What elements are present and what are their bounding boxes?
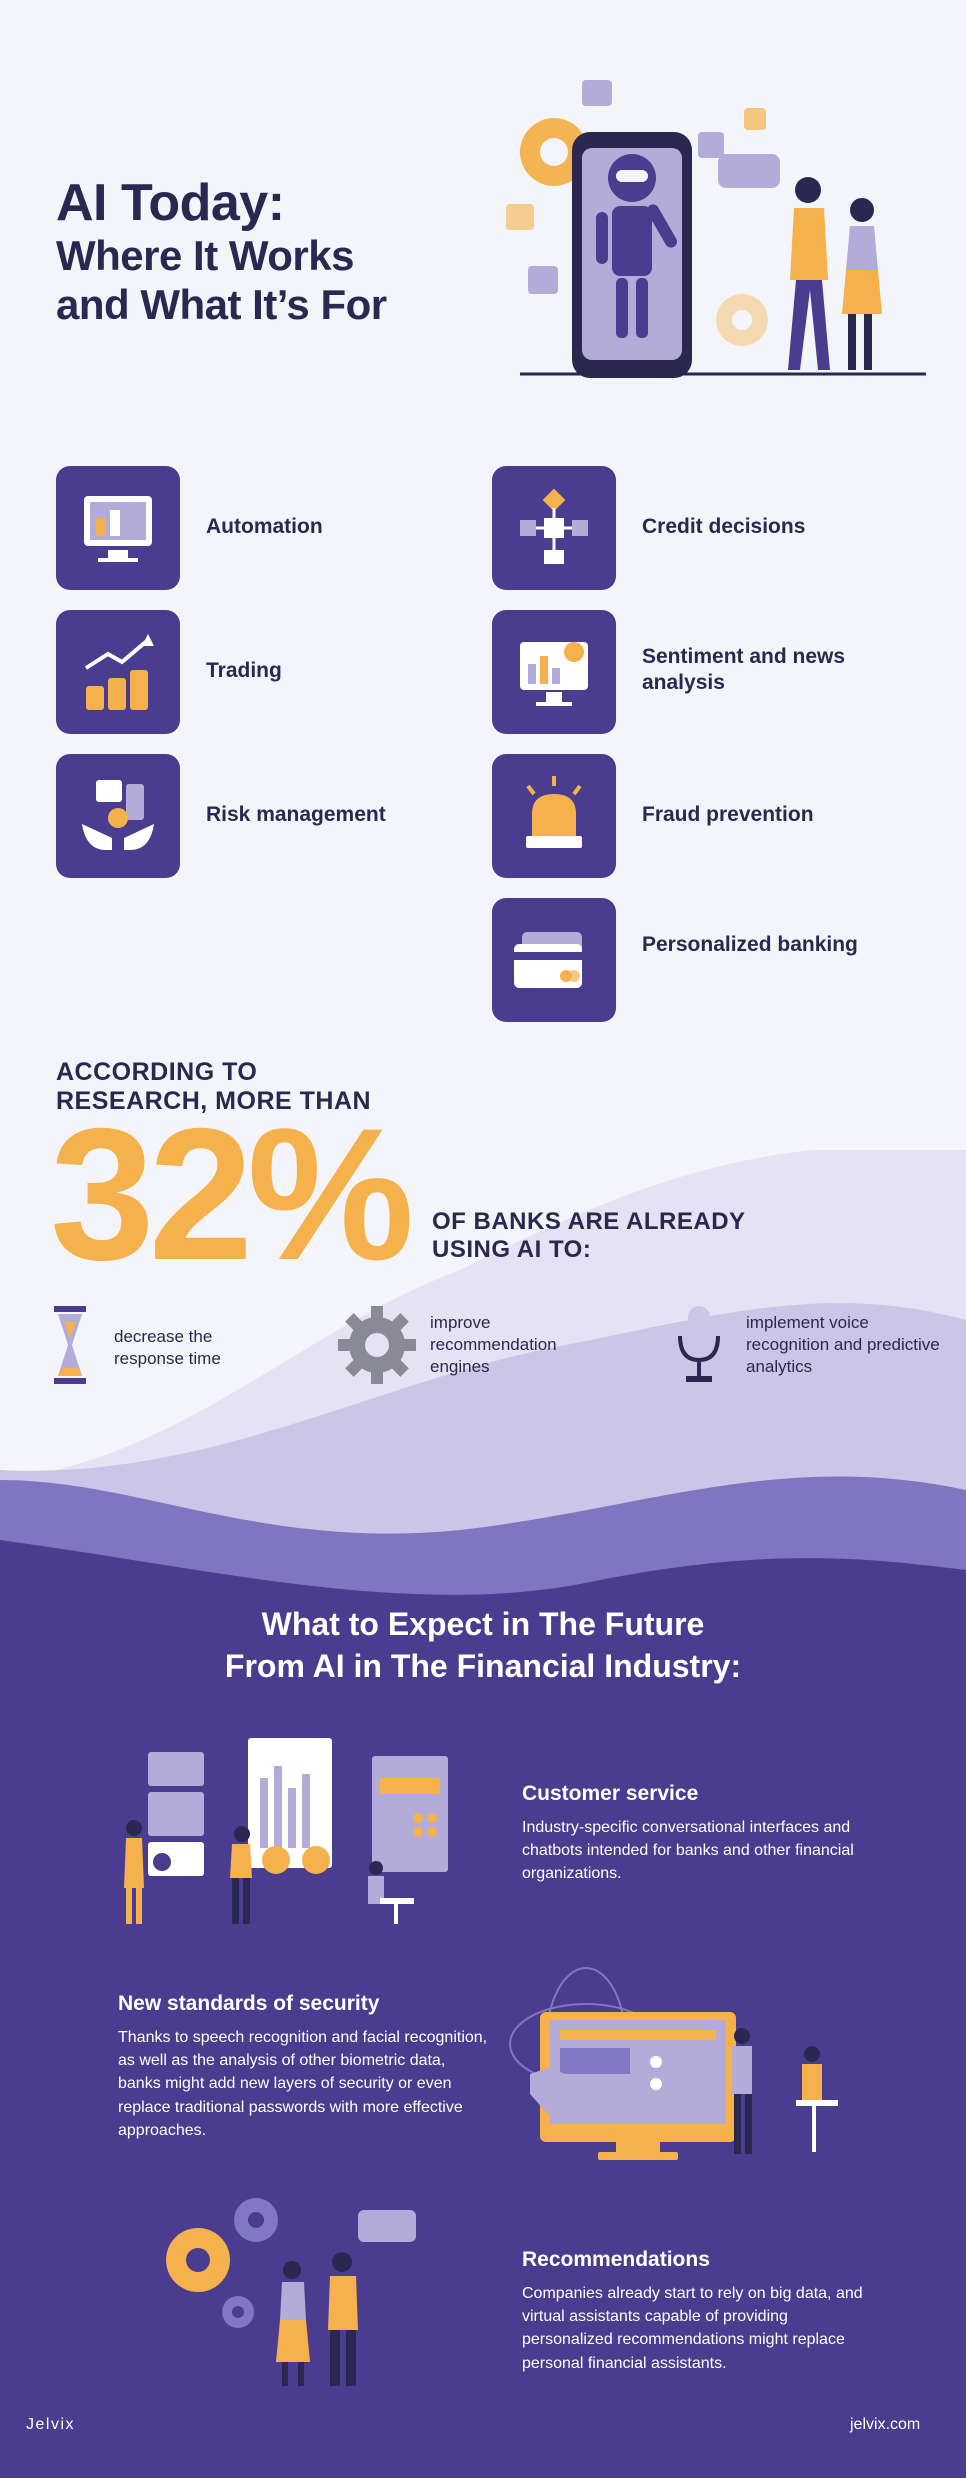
customer-service-illustration bbox=[124, 1738, 448, 1924]
security-illustration bbox=[509, 1967, 838, 2160]
gear-icon bbox=[222, 2296, 254, 2328]
hero-title-line3: and What It’s For bbox=[56, 281, 387, 329]
gear-icon bbox=[716, 294, 768, 346]
use-case-credit-decisions: Credit decisions bbox=[642, 515, 806, 538]
gear-icon bbox=[338, 1306, 416, 1384]
app-icon bbox=[506, 204, 534, 230]
gear-icon bbox=[166, 2228, 230, 2292]
use-case-trading: Trading bbox=[206, 659, 282, 682]
research-intro: According to research, more than bbox=[56, 1058, 372, 1115]
hero-title: AI Today: Where It Works and What It’s F… bbox=[56, 176, 496, 330]
credit-card-icon bbox=[492, 898, 616, 1022]
feature-recommendations-heading: Recommendations bbox=[522, 2248, 710, 2271]
decision-flowchart-icon bbox=[492, 466, 616, 590]
hands-shield-icon bbox=[56, 754, 180, 878]
feature-customer-service-text: Industry-specific conversational interfa… bbox=[522, 1819, 854, 1883]
future-title-line1: What to Expect in The Future bbox=[261, 1606, 705, 1642]
hero-title-line2: Where It Works bbox=[56, 231, 354, 279]
monitor-dashboard-icon bbox=[56, 466, 180, 590]
app-icon bbox=[582, 80, 612, 106]
future-section-background bbox=[0, 1600, 966, 2478]
woman-figure bbox=[842, 198, 882, 370]
gear-icon bbox=[520, 118, 588, 186]
use-case-personalized-banking: Personalized banking bbox=[642, 933, 858, 956]
footer-brand: Jelvix bbox=[26, 2416, 76, 2433]
future-title: What to Expect in The Future From AI in … bbox=[0, 1604, 966, 1687]
feature-security-heading: New standards of security bbox=[118, 1992, 380, 2015]
chat-bubble-icon bbox=[718, 154, 780, 188]
robot-phone-illustration bbox=[506, 80, 926, 378]
future-title-line2: From AI in The Financial Industry: bbox=[224, 1647, 742, 1684]
app-icon bbox=[744, 108, 766, 130]
feature-customer-service-heading: Customer service bbox=[522, 1782, 699, 1805]
analytics-monitor-icon bbox=[492, 610, 616, 734]
stat-percentage: 32% bbox=[50, 1089, 414, 1299]
stat-item-voice-recognition: implement voice recognition and predicti… bbox=[746, 1313, 940, 1377]
use-case-risk-management: Risk management bbox=[206, 803, 386, 826]
use-case-automation: Automation bbox=[206, 515, 323, 538]
chat-bubble-icon bbox=[358, 2210, 416, 2242]
stat-item-recommendations: improve recommendation engines bbox=[430, 1313, 557, 1377]
recommendations-illustration bbox=[166, 2198, 416, 2386]
gear-icon bbox=[234, 2198, 278, 2242]
stat-banks-caption: of banks are already using AI to: bbox=[432, 1208, 746, 1263]
use-case-fraud-prevention: Fraud prevention bbox=[642, 803, 814, 826]
coin-stacks-growth-icon bbox=[56, 610, 180, 734]
microphone-icon bbox=[678, 1306, 720, 1382]
hourglass-icon bbox=[54, 1306, 86, 1384]
feature-security-text: Thanks to speech recognition and facial … bbox=[118, 2029, 488, 2139]
stat-item-response-time: decrease the response time bbox=[114, 1327, 221, 1369]
man-figure bbox=[788, 177, 830, 370]
app-icon bbox=[528, 266, 558, 294]
app-icon bbox=[698, 132, 724, 158]
hero-title-line1: AI Today: bbox=[56, 174, 285, 232]
footer-site[interactable]: jelvix.com bbox=[850, 2416, 921, 2433]
use-case-sentiment-analysis: Sentiment and news analysis bbox=[642, 645, 846, 695]
alarm-siren-icon bbox=[492, 754, 616, 878]
feature-recommendations-text: Companies already start to rely on big d… bbox=[522, 2285, 863, 2372]
